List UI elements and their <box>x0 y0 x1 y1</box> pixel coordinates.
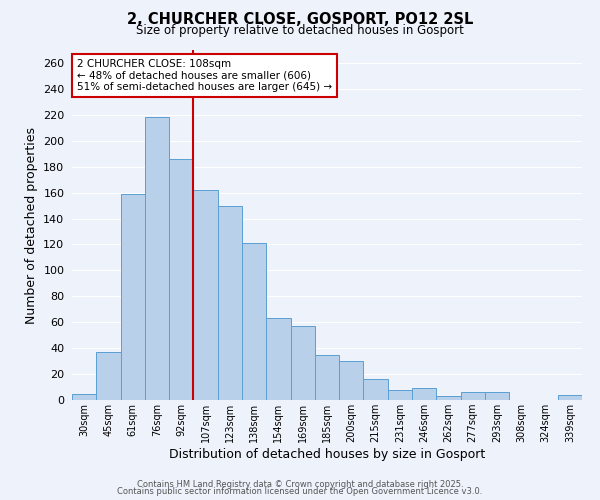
Bar <box>72 394 96 400</box>
Bar <box>266 318 290 400</box>
Bar <box>121 194 145 400</box>
Bar <box>364 380 388 400</box>
Bar <box>558 395 582 400</box>
X-axis label: Distribution of detached houses by size in Gosport: Distribution of detached houses by size … <box>169 448 485 461</box>
Text: Contains public sector information licensed under the Open Government Licence v3: Contains public sector information licen… <box>118 487 482 496</box>
Bar <box>290 326 315 400</box>
Text: Size of property relative to detached houses in Gosport: Size of property relative to detached ho… <box>136 24 464 37</box>
Y-axis label: Number of detached properties: Number of detached properties <box>25 126 38 324</box>
Bar <box>242 243 266 400</box>
Bar <box>461 392 485 400</box>
Bar <box>315 354 339 400</box>
Text: Contains HM Land Registry data © Crown copyright and database right 2025.: Contains HM Land Registry data © Crown c… <box>137 480 463 489</box>
Text: 2, CHURCHER CLOSE, GOSPORT, PO12 2SL: 2, CHURCHER CLOSE, GOSPORT, PO12 2SL <box>127 12 473 28</box>
Bar <box>388 390 412 400</box>
Bar <box>193 190 218 400</box>
Bar <box>412 388 436 400</box>
Bar <box>145 118 169 400</box>
Text: 2 CHURCHER CLOSE: 108sqm
← 48% of detached houses are smaller (606)
51% of semi-: 2 CHURCHER CLOSE: 108sqm ← 48% of detach… <box>77 58 332 92</box>
Bar <box>485 392 509 400</box>
Bar <box>169 159 193 400</box>
Bar <box>218 206 242 400</box>
Bar <box>96 352 121 400</box>
Bar <box>339 361 364 400</box>
Bar <box>436 396 461 400</box>
